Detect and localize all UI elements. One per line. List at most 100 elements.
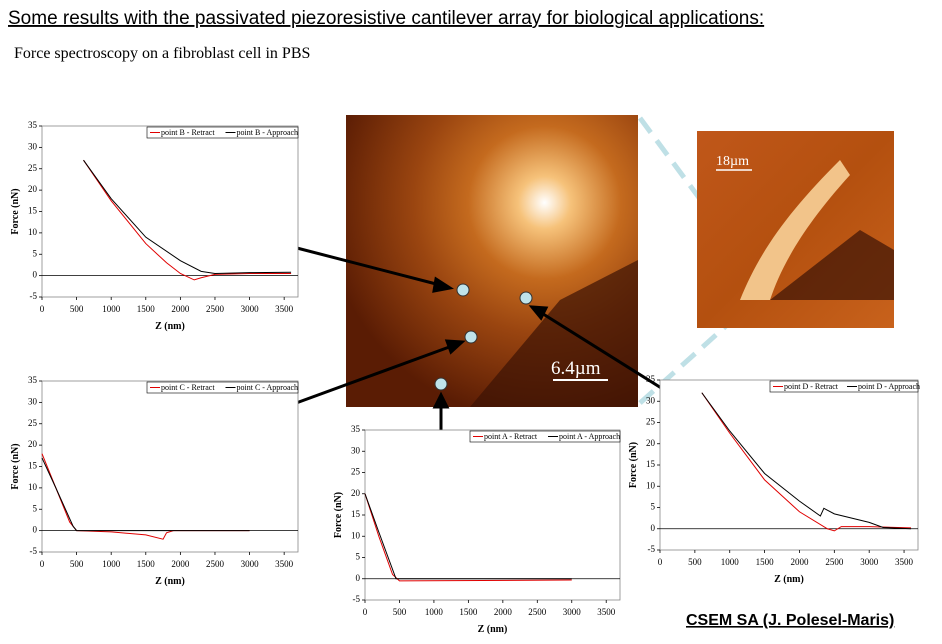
y-axis-label: Force (nN): [10, 443, 21, 489]
x-tick-label: 2500: [528, 607, 547, 617]
x-tick-label: 3000: [241, 304, 260, 314]
legend-label: point A - Retract: [484, 432, 538, 441]
y-axis-label: Force (nN): [628, 442, 639, 488]
plot-area: [364, 429, 621, 601]
y-tick-label: 15: [28, 461, 38, 471]
legend-label: point A - Approach: [559, 432, 620, 441]
x-tick-label: 1500: [756, 557, 775, 567]
force-curve: [701, 392, 912, 530]
legend: [146, 126, 299, 139]
y-tick-label: 10: [28, 227, 38, 237]
y-tick-label: 0: [651, 523, 656, 533]
x-tick-label: 2000: [171, 559, 190, 569]
x-tick-label: 1000: [425, 607, 444, 617]
y-tick-label: 0: [33, 525, 38, 535]
legend: [146, 381, 299, 394]
x-axis-label: Z (nm): [155, 576, 185, 587]
x-tick-label: 2000: [494, 607, 513, 617]
x-tick-label: 3000: [860, 557, 879, 567]
y-tick-label: -5: [648, 544, 656, 554]
force-curve: [83, 159, 292, 274]
force-curve: [83, 159, 292, 281]
y-tick-label: 15: [646, 459, 656, 469]
y-tick-label: 20: [28, 439, 38, 449]
y-tick-label: 25: [28, 163, 38, 173]
x-axis-label: Z (nm): [774, 574, 804, 585]
x-tick-label: 2000: [790, 557, 809, 567]
x-axis-label: Z (nm): [478, 624, 508, 635]
y-tick-label: 30: [28, 141, 38, 151]
y-tick-label: 25: [646, 417, 656, 427]
y-tick-label: 30: [28, 396, 38, 406]
y-tick-label: -5: [30, 546, 38, 556]
x-axis-label: Z (nm): [155, 321, 185, 332]
afm-shadow: [470, 260, 638, 407]
plot-area: [41, 125, 299, 298]
y-tick-label: 35: [351, 424, 361, 434]
x-tick-label: 500: [70, 304, 84, 314]
x-tick-label: 1000: [102, 304, 121, 314]
y-tick-label: 20: [646, 438, 656, 448]
y-tick-label: -5: [353, 594, 361, 604]
credit: CSEM SA (J. Polesel-Maris): [686, 612, 894, 629]
y-tick-label: 25: [351, 467, 361, 477]
y-tick-label: 5: [33, 503, 38, 513]
legend: [469, 430, 621, 443]
y-tick-label: 10: [28, 482, 38, 492]
force-curve: [364, 493, 572, 582]
y-tick-label: -5: [30, 291, 38, 301]
legend-label: point C - Retract: [161, 383, 215, 392]
subtitle: Force spectroscopy on a fibroblast cell …: [14, 45, 310, 62]
x-tick-label: 2000: [171, 304, 190, 314]
x-tick-label: 3500: [275, 304, 294, 314]
y-tick-label: 20: [28, 184, 38, 194]
legend-label: point B - Approach: [237, 128, 299, 137]
y-tick-label: 30: [351, 445, 361, 455]
y-axis-label: Force (nN): [10, 188, 21, 234]
x-tick-label: 0: [658, 557, 663, 567]
y-tick-label: 10: [646, 480, 656, 490]
x-tick-label: 1500: [137, 304, 156, 314]
arrows: [276, 245, 683, 444]
y-tick-label: 35: [28, 375, 38, 385]
force-curve: [364, 493, 572, 580]
x-tick-label: 500: [70, 559, 84, 569]
plot-area: [41, 380, 299, 553]
legend-label: point B - Retract: [161, 128, 215, 137]
y-tick-label: 5: [356, 552, 361, 562]
x-tick-label: 3000: [241, 559, 260, 569]
legend-label: point D - Approach: [858, 382, 920, 391]
x-tick-label: 3500: [275, 559, 294, 569]
x-tick-label: 2500: [206, 304, 225, 314]
y-axis-label: Force (nN): [333, 492, 344, 538]
x-tick-label: 0: [40, 559, 45, 569]
title: Some results with the passivated piezore…: [8, 8, 764, 29]
force-curve: [41, 457, 250, 532]
measure-points: [434, 283, 533, 391]
scale-label: 18µm: [716, 154, 749, 169]
x-tick-label: 2500: [825, 557, 844, 567]
y-tick-label: 5: [33, 248, 38, 258]
legend: [769, 380, 919, 393]
y-tick-label: 0: [33, 270, 38, 280]
x-tick-label: 3500: [895, 557, 914, 567]
scale-label: 6.4µm: [551, 358, 601, 379]
afm-shadow: [770, 230, 894, 300]
y-tick-label: 35: [28, 120, 38, 130]
y-tick-label: 15: [351, 509, 361, 519]
force-curve: [701, 392, 912, 532]
x-tick-label: 1000: [721, 557, 740, 567]
plot-area: [659, 379, 919, 551]
legend-label: point C - Approach: [237, 383, 299, 392]
legend-label: point D - Retract: [784, 382, 839, 391]
x-tick-label: 1500: [137, 559, 156, 569]
x-tick-label: 0: [363, 607, 368, 617]
afm-cell: [740, 160, 850, 300]
x-tick-label: 1500: [459, 607, 478, 617]
x-tick-label: 3500: [597, 607, 616, 617]
x-tick-label: 1000: [102, 559, 121, 569]
